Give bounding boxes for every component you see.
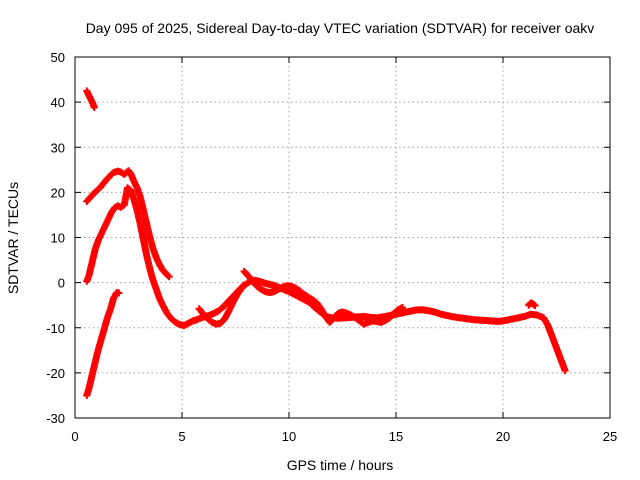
y-tick-label: 30 [51, 140, 65, 155]
chart-title: Day 095 of 2025, Sidereal Day-to-day VTE… [86, 20, 595, 36]
series-arc-3 [83, 184, 248, 329]
data-point [115, 289, 123, 297]
data-point [398, 303, 406, 311]
y-tick-label: -30 [46, 411, 65, 426]
y-tick-label: 0 [58, 276, 65, 291]
y-axis-label: SDTVAR / TECUs [5, 182, 21, 294]
y-tick-label: -20 [46, 366, 65, 381]
ticks-layer: 0 5 10 15 20 25 -30 -20 -10 0 10 20 30 40 50 [46, 50, 617, 444]
data-point [164, 272, 172, 280]
x-axis-label: GPS time / hours [287, 457, 394, 473]
x-tick-label: 15 [389, 429, 403, 444]
x-tick-label: 10 [282, 429, 296, 444]
series-arc-5 [195, 276, 569, 375]
series-arc-1 [83, 87, 98, 112]
x-tick-label: 25 [603, 429, 617, 444]
series-arc-2 [83, 167, 173, 281]
data-point [165, 273, 173, 281]
x-tick-label: 0 [71, 429, 78, 444]
y-tick-label: -10 [46, 321, 65, 336]
data-point [90, 104, 98, 112]
y-tick-label: 40 [51, 95, 65, 110]
x-tick-label: 5 [178, 429, 185, 444]
y-tick-label: 20 [51, 185, 65, 200]
y-tick-label: 50 [51, 50, 65, 65]
x-tick-label: 20 [496, 429, 510, 444]
grid-layer [75, 57, 610, 418]
data-point [561, 367, 569, 375]
series-arc-6 [240, 267, 406, 328]
marks-layer [83, 87, 569, 399]
y-tick-label: 10 [51, 231, 65, 246]
series-arc-4 [83, 289, 123, 399]
series-arc-7 [525, 299, 539, 310]
data-point [531, 302, 539, 310]
